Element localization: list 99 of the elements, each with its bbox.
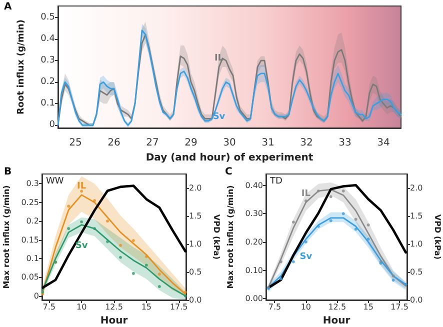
x-tick-label: 33	[338, 138, 352, 148]
y2-tick-label: 0.5	[410, 268, 423, 276]
point	[342, 212, 345, 216]
point	[342, 189, 345, 192]
point	[184, 294, 187, 298]
y2-tick-label: 2.0	[410, 184, 423, 192]
point	[93, 227, 96, 230]
x-tick-label: 17.5	[170, 302, 188, 312]
point	[392, 274, 395, 278]
point	[354, 228, 358, 231]
y2-axis-title: VPD (kPa)	[433, 214, 442, 260]
y-axis-title: Max root influx (g/min)	[2, 185, 11, 289]
x-axis-title: Hour	[100, 315, 128, 326]
x-tick-label: 7.5	[268, 302, 282, 312]
chart-title: C	[225, 166, 232, 178]
x-tick-label: 10	[76, 302, 87, 312]
series-label: IL	[77, 181, 86, 192]
annotation: WW	[46, 176, 64, 186]
point	[316, 189, 320, 192]
y-axis-title: Root influx (g/min)	[16, 19, 26, 115]
point	[329, 219, 332, 222]
point	[144, 255, 148, 258]
y-tick-label: 0.25	[21, 198, 39, 207]
y-axis-title: Max root influx (g/min)	[226, 185, 235, 289]
x-tick-label: 34	[377, 138, 390, 148]
series-label: IL	[214, 54, 224, 64]
series-label: Sv	[75, 240, 88, 251]
y2-tick-label: 0.0	[189, 296, 202, 304]
x-tick-label: 30	[223, 138, 236, 148]
point	[158, 285, 161, 288]
point	[118, 256, 122, 259]
point	[80, 190, 84, 193]
point	[132, 272, 135, 275]
x-tick-label: 26	[108, 138, 120, 148]
point	[144, 264, 148, 267]
x-tick-label: 12.5	[328, 302, 346, 312]
chart-title: B	[4, 166, 12, 178]
y2-tick-label: 1.5	[410, 212, 423, 220]
y-tick-label: 0.1	[40, 98, 55, 109]
y-tick-label: 0.30	[245, 209, 263, 218]
point	[304, 199, 308, 202]
point	[392, 278, 395, 282]
point	[366, 238, 370, 241]
series-label: Sv	[300, 252, 312, 262]
y-tick-label: 0.3	[40, 56, 55, 66]
y-tick-label: 0.10	[245, 266, 263, 275]
x-tick-label: 31	[262, 138, 274, 148]
y-tick-label: 0.20	[245, 237, 263, 246]
point	[329, 195, 332, 198]
point	[292, 260, 295, 264]
point	[292, 220, 295, 224]
point	[118, 244, 122, 247]
y-tick-label: 0.5	[40, 12, 55, 22]
y2-axis-title: VPD (kPa)	[212, 214, 222, 260]
y2-tick-label: 0.5	[189, 268, 202, 276]
point	[279, 277, 282, 280]
y-tick-label: 0.1	[26, 254, 39, 263]
x-tick-label: 32	[300, 138, 313, 148]
y-tick-label: 0	[34, 291, 39, 300]
x-tick-label: 7.5	[42, 302, 56, 312]
x-axis-title: Hour	[322, 315, 350, 326]
y-tick-label: 0	[49, 120, 56, 130]
y2-tick-label: 1.0	[189, 240, 202, 248]
y-tick-label: 0.4	[40, 34, 56, 44]
series-label: IL	[301, 188, 311, 199]
x-tick-label: 15	[363, 302, 374, 312]
point	[93, 199, 96, 202]
point	[304, 240, 308, 244]
y-tick-label: 0.3	[26, 179, 39, 188]
x-tick-label: 10	[300, 302, 312, 312]
x-tick-label: 17.5	[390, 302, 408, 312]
point	[132, 239, 135, 242]
point	[106, 240, 110, 244]
y-tick-label: 0.2	[40, 77, 55, 88]
y2-tick-label: 1.5	[189, 212, 202, 220]
y-tick-label: 0.05	[21, 272, 39, 282]
x-tick-label: 12.5	[105, 302, 123, 312]
x-tick-label: 29	[184, 138, 198, 148]
point	[67, 227, 70, 230]
y2-tick-label: 2.0	[189, 184, 202, 192]
x-tick-label: 27	[146, 138, 159, 148]
annotation: TD	[269, 176, 282, 186]
point	[184, 290, 187, 294]
point	[366, 223, 370, 226]
x-tick-label: 25	[69, 138, 82, 148]
chart-title: A	[4, 2, 12, 12]
x-axis-title: Day (and hour) of experiment	[146, 152, 314, 164]
point	[158, 272, 161, 276]
x-tick-label: 15	[141, 302, 152, 312]
y-tick-label: 0.2	[26, 216, 39, 226]
y2-tick-label: 0.0	[410, 296, 423, 304]
y-tick-label: 0.40	[245, 180, 263, 190]
point	[80, 220, 84, 224]
y-tick-label: 0.00	[245, 294, 263, 304]
point	[67, 204, 70, 208]
y2-tick-label: 1.0	[410, 240, 423, 248]
y-tick-label: 0.15	[21, 235, 39, 244]
point	[354, 218, 358, 221]
point	[106, 220, 110, 223]
